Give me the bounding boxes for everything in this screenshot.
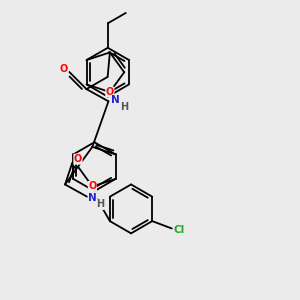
Text: H: H bbox=[96, 200, 104, 209]
Text: Cl: Cl bbox=[174, 225, 185, 235]
Text: O: O bbox=[106, 87, 114, 97]
Text: O: O bbox=[60, 64, 68, 74]
Text: O: O bbox=[74, 154, 82, 164]
Text: N: N bbox=[88, 193, 97, 203]
Text: N: N bbox=[111, 95, 119, 105]
Text: H: H bbox=[120, 102, 128, 112]
Text: O: O bbox=[88, 182, 97, 191]
